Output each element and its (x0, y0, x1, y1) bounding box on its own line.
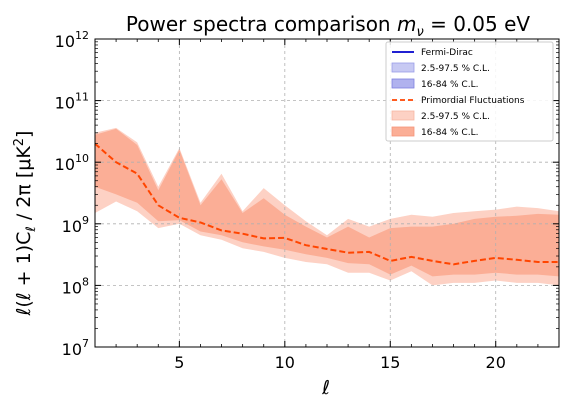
legend-patch-swatch (391, 126, 415, 137)
y-tick-label: 1012 (55, 29, 89, 51)
legend-label: 16-84 % C.L. (421, 128, 478, 138)
legend-label: 2.5-97.5 % C.L. (421, 112, 490, 122)
median-layer (94, 142, 559, 266)
median-line (94, 142, 559, 266)
x-tick-label: 15 (380, 353, 400, 372)
legend-patch-swatch (391, 62, 415, 73)
legend: Fermi-Dirac 2.5-97.5 % C.L. 16-84 % C.L. Pr… (385, 41, 554, 142)
legend-label: Fermi-Dirac (421, 48, 473, 58)
axes-layer (94, 38, 560, 348)
y-tick-label: 108 (62, 275, 89, 297)
chart-title: Power spectra comparison mν = 0.05 eV (126, 12, 530, 40)
legend-patch-swatch (391, 78, 415, 89)
y-tick-label: 107 (62, 337, 89, 359)
tick-label-layer: 5 10 15 20 107 108 109 1010 1011 1012 (55, 29, 506, 372)
legend-label: 2.5-97.5 % C.L. (421, 64, 490, 74)
band-68-area (95, 128, 559, 277)
x-tick-label: 10 (275, 353, 295, 372)
y-axis-label: ℓ(ℓ + 1)Cℓ / 2π [μK2] (12, 131, 39, 317)
x-axis-label: ℓ (321, 377, 330, 399)
legend-label: 16-84 % C.L. (421, 80, 478, 90)
legend-label: Primordial Fluctuations (421, 96, 525, 106)
y-tick-label: 1011 (55, 91, 89, 113)
bands-layer (95, 127, 559, 286)
x-tick-label: 5 (174, 353, 184, 372)
legend-box (385, 41, 554, 142)
y-tick-label: 109 (62, 214, 89, 236)
y-tick-label: 1010 (55, 152, 89, 174)
x-tick-label: 20 (486, 353, 506, 372)
legend-patch-swatch (391, 110, 415, 121)
legend-items: Fermi-Dirac 2.5-97.5 % C.L. 16-84 % C.L. Pr… (391, 48, 525, 138)
